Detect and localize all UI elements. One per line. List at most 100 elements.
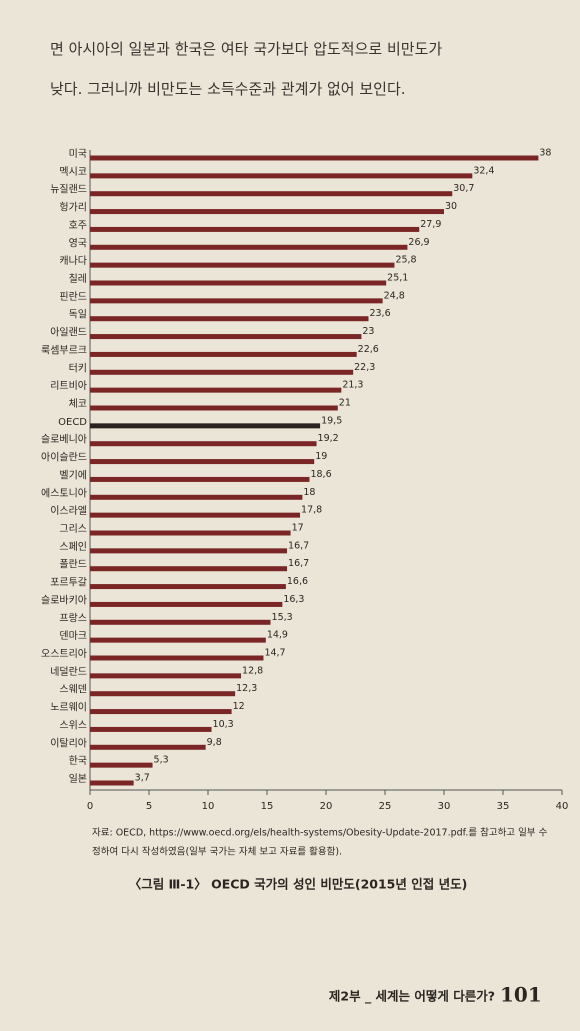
category-label: 슬로베니아 bbox=[41, 434, 87, 446]
paragraph-line: 면 아시아의 일본과 한국은 여타 국가보다 압도적으로 비만도가 bbox=[50, 40, 442, 58]
category-label: 스웨덴 bbox=[59, 684, 87, 696]
category-label: 이스라엘 bbox=[50, 504, 87, 517]
value-label: 15,3 bbox=[272, 612, 293, 623]
value-label: 9,8 bbox=[207, 737, 222, 748]
value-label: 18 bbox=[303, 487, 315, 498]
bar bbox=[90, 155, 539, 161]
bar bbox=[90, 351, 357, 357]
value-label: 23 bbox=[362, 326, 374, 337]
category-label: 뉴질랜드 bbox=[50, 184, 87, 196]
value-label: 14,9 bbox=[267, 630, 288, 641]
category-label: 노르웨이 bbox=[50, 702, 87, 714]
value-label: 21,3 bbox=[342, 380, 363, 391]
bar bbox=[90, 191, 453, 197]
x-tick-label: 20 bbox=[320, 801, 333, 812]
category-label: 포르투갈 bbox=[50, 576, 87, 589]
bar bbox=[90, 298, 383, 304]
bar bbox=[90, 744, 206, 750]
category-label: 터키 bbox=[69, 362, 87, 374]
bar bbox=[90, 387, 342, 393]
page-number: 101 bbox=[500, 983, 542, 1007]
value-label: 19,2 bbox=[318, 433, 339, 444]
value-label: 30,7 bbox=[453, 183, 474, 194]
category-label: 핀란드 bbox=[59, 291, 87, 303]
value-label: 22,6 bbox=[358, 344, 379, 355]
category-label: 칠레 bbox=[69, 273, 87, 285]
bar bbox=[90, 476, 310, 482]
category-label: 프랑스 bbox=[59, 612, 87, 624]
bar bbox=[90, 173, 473, 179]
category-label: 에스토니아 bbox=[41, 487, 87, 499]
value-label: 3,7 bbox=[135, 773, 150, 784]
value-label: 19 bbox=[315, 451, 327, 462]
bar bbox=[90, 262, 395, 268]
value-label: 25,1 bbox=[387, 273, 408, 284]
value-label: 25,8 bbox=[395, 255, 416, 266]
bar bbox=[90, 209, 444, 215]
bar bbox=[90, 691, 236, 697]
x-tick-label: 5 bbox=[146, 801, 152, 812]
category-label: 미국 bbox=[69, 148, 87, 160]
bar bbox=[90, 637, 266, 643]
category-label: 캐나다 bbox=[59, 255, 87, 267]
category-label: 폴란드 bbox=[59, 559, 87, 571]
category-label: 룩셈부르크 bbox=[41, 344, 87, 356]
bar bbox=[90, 244, 408, 250]
value-label: 19,5 bbox=[321, 415, 342, 426]
paragraph-line: 낮다. 그러니까 비만도는 소득수준과 관계가 없어 보인다. bbox=[50, 80, 406, 98]
bar bbox=[90, 369, 354, 375]
value-label: 24,8 bbox=[384, 290, 405, 301]
category-label: 그리스 bbox=[59, 523, 87, 535]
bar bbox=[90, 780, 134, 786]
category-label: 멕시코 bbox=[59, 166, 87, 178]
category-label: 독일 bbox=[69, 309, 87, 321]
category-label: 오스트리아 bbox=[41, 648, 87, 660]
bar bbox=[90, 494, 303, 500]
figure-caption: 〈그림 Ⅲ-1〉 OECD 국가의 성인 비만도(2015년 인접 년도) bbox=[129, 877, 468, 892]
bar bbox=[90, 601, 283, 607]
source-line: 자료: OECD, https://www.oecd.org/els/healt… bbox=[92, 827, 548, 839]
value-label: 32,4 bbox=[473, 165, 494, 176]
value-label: 27,9 bbox=[420, 219, 441, 230]
value-label: 14,7 bbox=[264, 648, 285, 659]
value-label: 10,3 bbox=[213, 719, 234, 730]
bar bbox=[90, 619, 271, 625]
bar bbox=[90, 530, 291, 536]
value-label: 22,3 bbox=[354, 362, 375, 373]
bar bbox=[90, 762, 153, 768]
value-label: 17 bbox=[292, 523, 304, 534]
bar bbox=[90, 566, 288, 572]
footer-section: 제2부 _ 세계는 어떻게 다른가? bbox=[329, 989, 495, 1005]
category-label: 아이슬란드 bbox=[41, 452, 87, 464]
bar bbox=[90, 405, 338, 411]
bar bbox=[90, 316, 369, 322]
value-label: 30 bbox=[445, 201, 457, 212]
x-tick-label: 35 bbox=[497, 801, 510, 812]
value-label: 38 bbox=[539, 148, 551, 159]
bar bbox=[90, 280, 387, 286]
bar bbox=[90, 548, 288, 554]
category-label: 벨기에 bbox=[59, 469, 87, 481]
category-label: 덴마크 bbox=[59, 630, 87, 642]
x-tick-label: 40 bbox=[556, 801, 569, 812]
value-label: 18,6 bbox=[310, 469, 331, 480]
x-tick-label: 25 bbox=[379, 801, 392, 812]
value-label: 16,7 bbox=[288, 540, 309, 551]
value-label: 16,6 bbox=[287, 576, 308, 587]
x-tick-label: 30 bbox=[438, 801, 451, 812]
category-label: 일본 bbox=[69, 773, 87, 785]
x-tick-label: 15 bbox=[261, 801, 274, 812]
x-tick-label: 10 bbox=[202, 801, 215, 812]
value-label: 12 bbox=[233, 701, 245, 712]
bar bbox=[90, 673, 242, 679]
bar bbox=[90, 512, 301, 518]
source-line: 정하여 다시 작성하였음(일부 국가는 자체 보고 자료를 활용함). bbox=[92, 846, 342, 858]
category-label: 영국 bbox=[69, 237, 87, 249]
category-label: 호주 bbox=[69, 219, 87, 231]
value-label: 5,3 bbox=[154, 755, 169, 766]
bar bbox=[90, 726, 212, 732]
category-label: 리트비아 bbox=[50, 380, 87, 392]
bar bbox=[90, 459, 315, 465]
